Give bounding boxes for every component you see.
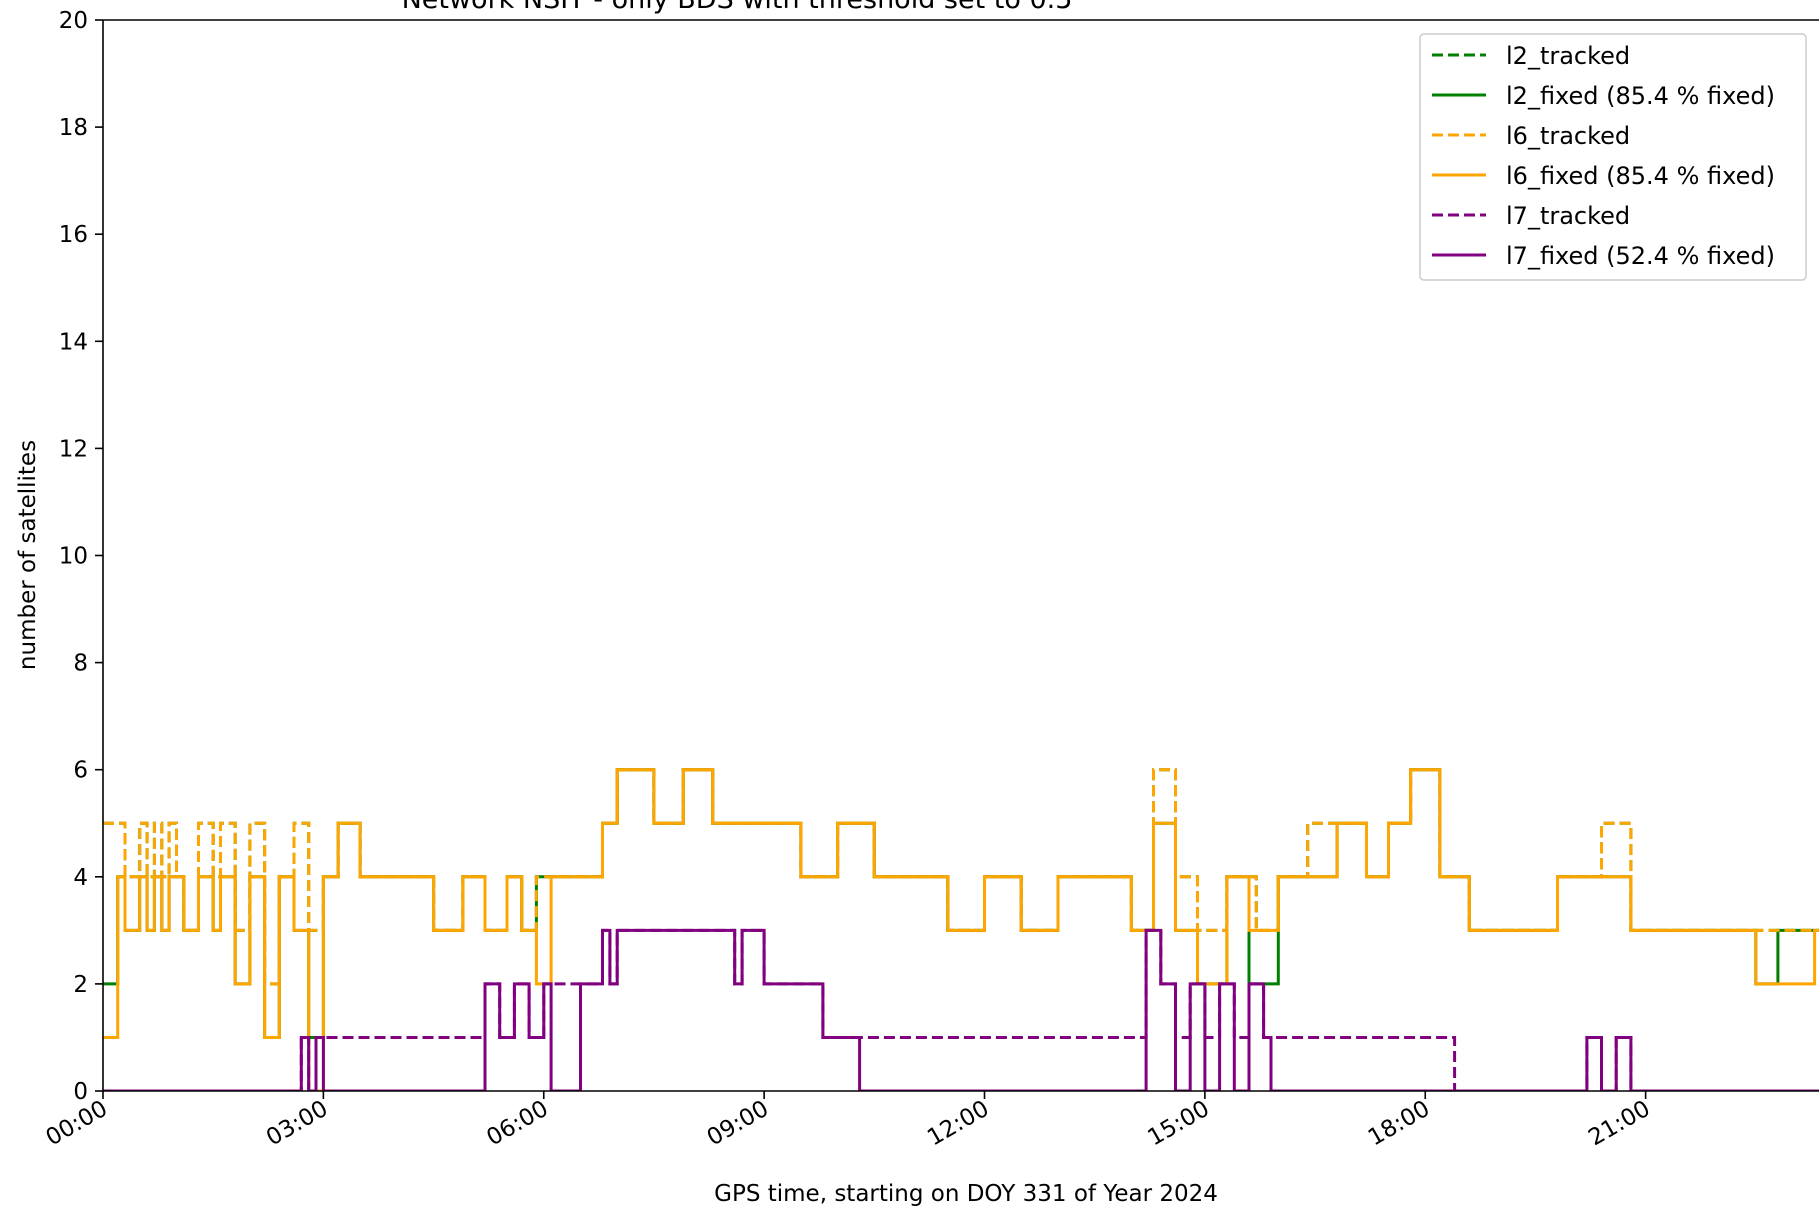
y-tick-label: 10 (59, 544, 88, 570)
y-tick-label: 4 (73, 865, 88, 891)
legend-label: l6_tracked (1506, 122, 1630, 150)
series-layer (103, 768, 1819, 1091)
y-axis-label: number of satellites (15, 440, 41, 670)
y-tick-label: 2 (73, 972, 88, 998)
legend-label: l2_tracked (1506, 42, 1630, 70)
y-tick-label: 0 (73, 1079, 88, 1105)
legend-label: l6_fixed (85.4 % fixed) (1506, 162, 1775, 190)
y-tick-label: 12 (59, 436, 88, 462)
legend-label: l7_fixed (52.4 % fixed) (1506, 242, 1775, 270)
legend-label: l7_tracked (1506, 202, 1630, 230)
chart-title: Network NSIT - only BDS with threshold s… (402, 0, 1073, 15)
y-tick-label: 16 (59, 222, 88, 248)
x-axis-label: GPS time, starting on DOY 331 of Year 20… (714, 1181, 1218, 1207)
y-tick-label: 6 (73, 758, 88, 784)
legend: l2_tracked l2_fixed (85.4 % fixed) l6_trac… (1419, 33, 1807, 281)
y-tick-label: 8 (73, 651, 88, 677)
y-axis-ticks: 0 2 4 6 8 10 12 14 16 18 20 (59, 8, 103, 1105)
legend-label: l2_fixed (85.4 % fixed) (1506, 82, 1775, 110)
y-tick-label: 20 (59, 8, 88, 34)
y-tick-label: 14 (59, 329, 88, 355)
y-tick-label: 18 (59, 115, 88, 141)
legend-box (1419, 33, 1807, 281)
series-line-l6-fixed (103, 768, 1819, 1091)
series-line-l7-fixed (103, 928, 1819, 1091)
